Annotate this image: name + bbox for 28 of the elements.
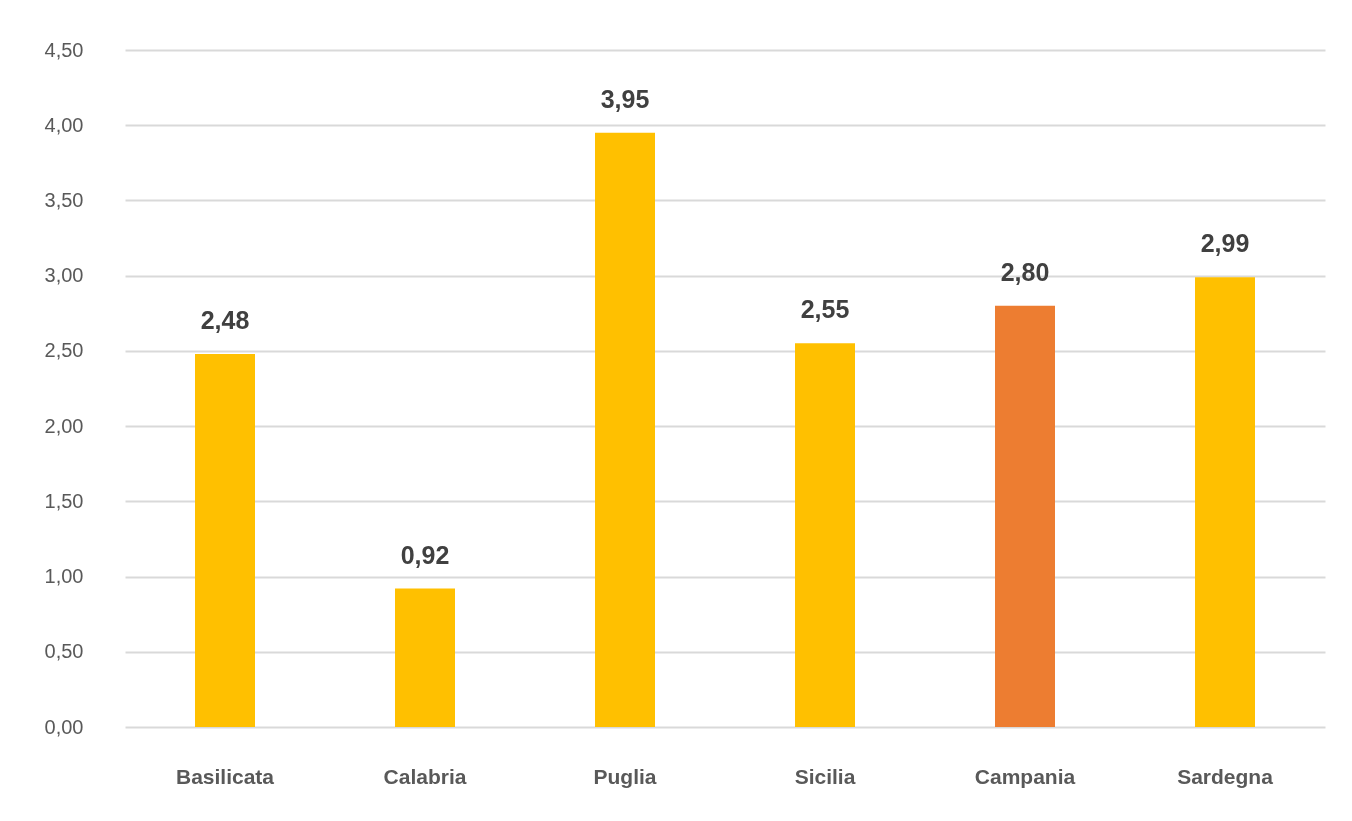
x-tick-label: Basilicata [175,764,275,788]
x-tick-label: Campania [974,764,1076,788]
y-tick-label: 0,00 [44,715,84,738]
bar [795,343,855,727]
bar [995,305,1055,727]
x-tick-label: Puglia [593,764,657,788]
y-tick-label: 0,50 [44,640,84,663]
data-label: 3,95 [600,84,650,113]
x-tick-label: Sardegna [1177,764,1274,788]
y-tick-label: 2,50 [44,339,84,362]
y-tick-label: 2,00 [44,414,84,437]
y-tick-label: 1,50 [44,489,84,512]
data-label: 2,80 [1000,257,1050,286]
y-tick-label: 1,00 [44,565,84,588]
bar [395,588,455,727]
x-tick-label: Calabria [383,764,467,788]
bar [1195,277,1255,727]
data-label: 0,92 [400,540,450,569]
bar [595,132,655,727]
y-tick-label: 3,50 [44,188,84,211]
y-tick-label: 4,00 [44,113,84,136]
data-label: 2,55 [800,295,850,324]
y-tick-label: 4,50 [44,38,84,61]
data-label: 2,48 [200,305,250,334]
x-tick-label: Sicilia [794,764,856,788]
data-label: 2,99 [1200,229,1250,258]
bar [195,353,255,727]
y-tick-label: 3,00 [44,264,84,287]
